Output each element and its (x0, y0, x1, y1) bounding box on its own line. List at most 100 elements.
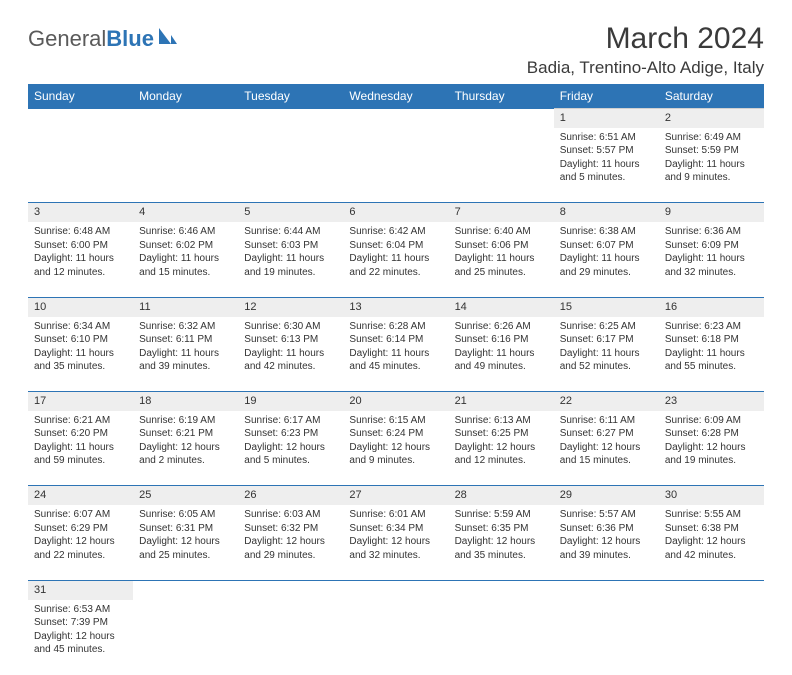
daylight-text: Daylight: 11 hours (665, 252, 758, 266)
daynum-row: 17181920212223 (28, 392, 764, 411)
daylight-text: and 42 minutes. (665, 549, 758, 563)
sunrise-text: Sunrise: 6:03 AM (244, 508, 337, 522)
day-number: 19 (238, 392, 343, 411)
day-cell: Sunrise: 6:01 AMSunset: 6:34 PMDaylight:… (343, 505, 448, 580)
day-cell: Sunrise: 6:23 AMSunset: 6:18 PMDaylight:… (659, 317, 764, 392)
sunset-text: Sunset: 6:14 PM (349, 333, 442, 347)
sunrise-text: Sunrise: 6:26 AM (455, 320, 548, 334)
day-cell: Sunrise: 6:07 AMSunset: 6:29 PMDaylight:… (28, 505, 133, 580)
sunset-text: Sunset: 6:04 PM (349, 239, 442, 253)
daylight-text: and 32 minutes. (349, 549, 442, 563)
day-cell: Sunrise: 6:28 AMSunset: 6:14 PMDaylight:… (343, 317, 448, 392)
sunset-text: Sunset: 6:06 PM (455, 239, 548, 253)
daylight-text: Daylight: 12 hours (560, 441, 653, 455)
sunrise-text: Sunrise: 6:42 AM (349, 225, 442, 239)
day-cell (28, 128, 133, 203)
day-number: 25 (133, 486, 238, 505)
daylight-text: and 42 minutes. (244, 360, 337, 374)
sunset-text: Sunset: 6:21 PM (139, 427, 232, 441)
day-number: 20 (343, 392, 448, 411)
daylight-text: Daylight: 11 hours (244, 347, 337, 361)
sunset-text: Sunset: 6:02 PM (139, 239, 232, 253)
daylight-text: Daylight: 12 hours (139, 535, 232, 549)
day-cell: Sunrise: 5:59 AMSunset: 6:35 PMDaylight:… (449, 505, 554, 580)
day-number (449, 580, 554, 599)
day-cell (238, 600, 343, 675)
daylight-text: and 49 minutes. (455, 360, 548, 374)
day-number: 1 (554, 109, 659, 128)
sunrise-text: Sunrise: 6:13 AM (455, 414, 548, 428)
sunset-text: Sunset: 6:32 PM (244, 522, 337, 536)
daynum-row: 12 (28, 109, 764, 128)
sunset-text: Sunset: 5:57 PM (560, 144, 653, 158)
daylight-text: Daylight: 11 hours (34, 347, 127, 361)
sunset-text: Sunset: 6:24 PM (349, 427, 442, 441)
daylight-text: and 15 minutes. (560, 454, 653, 468)
sunset-text: Sunset: 6:03 PM (244, 239, 337, 253)
month-title: March 2024 (527, 22, 764, 56)
day-header: Sunday (28, 84, 133, 109)
day-number: 6 (343, 203, 448, 222)
day-cell: Sunrise: 6:03 AMSunset: 6:32 PMDaylight:… (238, 505, 343, 580)
day-cell: Sunrise: 6:13 AMSunset: 6:25 PMDaylight:… (449, 411, 554, 486)
daylight-text: and 19 minutes. (244, 266, 337, 280)
daylight-text: and 45 minutes. (349, 360, 442, 374)
day-number: 17 (28, 392, 133, 411)
daylight-text: and 15 minutes. (139, 266, 232, 280)
sunrise-text: Sunrise: 5:59 AM (455, 508, 548, 522)
daylight-text: and 35 minutes. (34, 360, 127, 374)
daylight-text: and 55 minutes. (665, 360, 758, 374)
daylight-text: and 29 minutes. (244, 549, 337, 563)
daylight-text: and 45 minutes. (34, 643, 127, 657)
day-number: 4 (133, 203, 238, 222)
sunrise-text: Sunrise: 6:11 AM (560, 414, 653, 428)
day-number: 8 (554, 203, 659, 222)
day-cell: Sunrise: 5:55 AMSunset: 6:38 PMDaylight:… (659, 505, 764, 580)
day-header: Thursday (449, 84, 554, 109)
day-cell: Sunrise: 6:15 AMSunset: 6:24 PMDaylight:… (343, 411, 448, 486)
day-cell: Sunrise: 6:19 AMSunset: 6:21 PMDaylight:… (133, 411, 238, 486)
sunset-text: Sunset: 6:36 PM (560, 522, 653, 536)
day-header: Tuesday (238, 84, 343, 109)
daylight-text: Daylight: 12 hours (455, 535, 548, 549)
daylight-text: and 52 minutes. (560, 360, 653, 374)
day-header: Wednesday (343, 84, 448, 109)
daylight-text: Daylight: 12 hours (349, 535, 442, 549)
day-number: 9 (659, 203, 764, 222)
day-cell: Sunrise: 6:42 AMSunset: 6:04 PMDaylight:… (343, 222, 448, 297)
daylight-text: Daylight: 11 hours (349, 252, 442, 266)
day-number: 2 (659, 109, 764, 128)
day-cell: Sunrise: 6:17 AMSunset: 6:23 PMDaylight:… (238, 411, 343, 486)
day-header-row: Sunday Monday Tuesday Wednesday Thursday… (28, 84, 764, 109)
sunset-text: Sunset: 6:25 PM (455, 427, 548, 441)
day-number: 23 (659, 392, 764, 411)
day-cell: Sunrise: 6:49 AMSunset: 5:59 PMDaylight:… (659, 128, 764, 203)
sunset-text: Sunset: 6:10 PM (34, 333, 127, 347)
day-cell (238, 128, 343, 203)
sunrise-text: Sunrise: 6:49 AM (665, 131, 758, 145)
sunset-text: Sunset: 6:23 PM (244, 427, 337, 441)
title-block: March 2024 Badia, Trentino-Alto Adige, I… (527, 22, 764, 78)
detail-row: Sunrise: 6:48 AMSunset: 6:00 PMDaylight:… (28, 222, 764, 297)
sunrise-text: Sunrise: 6:05 AM (139, 508, 232, 522)
day-cell (449, 600, 554, 675)
day-cell: Sunrise: 5:57 AMSunset: 6:36 PMDaylight:… (554, 505, 659, 580)
day-cell: Sunrise: 6:26 AMSunset: 6:16 PMDaylight:… (449, 317, 554, 392)
daylight-text: Daylight: 11 hours (560, 158, 653, 172)
sunset-text: Sunset: 6:20 PM (34, 427, 127, 441)
day-number: 16 (659, 297, 764, 316)
sunset-text: Sunset: 6:18 PM (665, 333, 758, 347)
daylight-text: and 5 minutes. (560, 171, 653, 185)
day-cell (343, 128, 448, 203)
sunset-text: Sunset: 5:59 PM (665, 144, 758, 158)
daylight-text: Daylight: 12 hours (34, 535, 127, 549)
sunset-text: Sunset: 6:07 PM (560, 239, 653, 253)
sunrise-text: Sunrise: 6:28 AM (349, 320, 442, 334)
daylight-text: and 25 minutes. (455, 266, 548, 280)
day-number: 18 (133, 392, 238, 411)
day-number: 26 (238, 486, 343, 505)
daylight-text: Daylight: 12 hours (244, 441, 337, 455)
sunrise-text: Sunrise: 6:40 AM (455, 225, 548, 239)
daylight-text: Daylight: 12 hours (244, 535, 337, 549)
daylight-text: Daylight: 11 hours (34, 252, 127, 266)
